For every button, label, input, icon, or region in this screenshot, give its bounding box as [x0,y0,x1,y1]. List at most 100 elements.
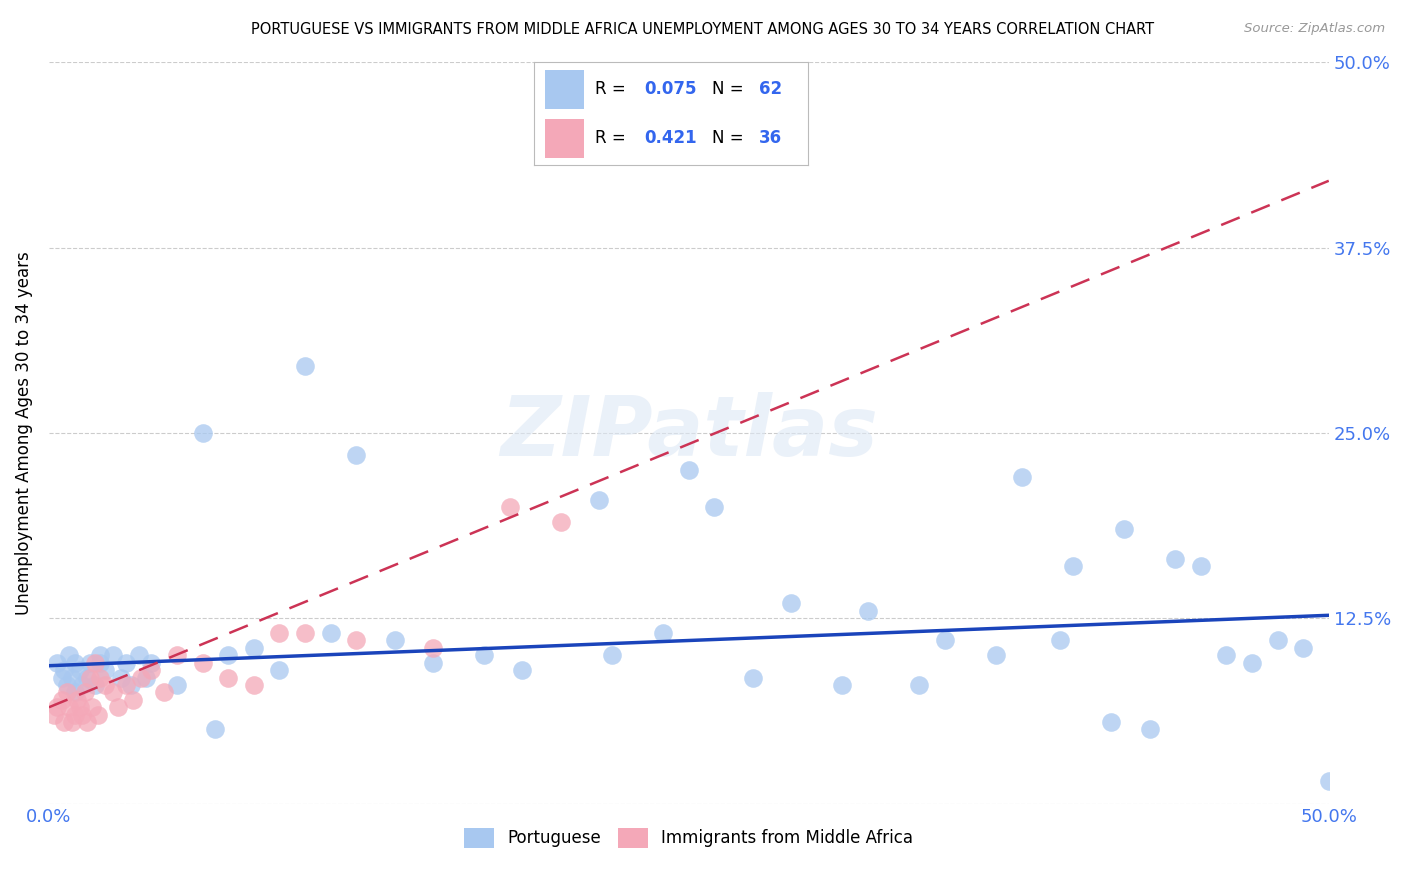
Point [101,685,124,699]
Point [114,656,136,670]
Point [42,707,65,722]
Point [652,626,675,640]
Text: 0.075: 0.075 [644,80,696,98]
Point [1292,640,1315,655]
Point [550,515,572,529]
Point [934,633,956,648]
Point [384,633,406,648]
Point [1099,714,1122,729]
Point [344,633,367,648]
Point [319,626,342,640]
Point [472,648,495,663]
Point [1267,633,1289,648]
Point [1049,633,1071,648]
Point [76,671,98,685]
Point [856,604,879,618]
Point [1317,774,1340,789]
Point [294,626,316,640]
Point [831,678,853,692]
Point [45,656,67,670]
Point [1011,470,1033,484]
Point [166,648,188,663]
Point [45,700,67,714]
Point [741,671,763,685]
Point [780,596,803,610]
Point [107,700,129,714]
Point [79,656,101,670]
Point [79,671,101,685]
Point [550,114,572,128]
Point [120,678,142,692]
Point [63,707,86,722]
Point [344,448,367,462]
Point [70,707,93,722]
Point [63,656,86,670]
Point [191,656,214,670]
Bar [546,119,583,158]
Point [114,678,136,692]
Y-axis label: Unemployment Among Ages 30 to 34 years: Unemployment Among Ages 30 to 34 years [15,251,32,615]
Point [294,359,316,373]
Point [422,656,444,670]
Point [128,648,150,663]
Text: 0.421: 0.421 [644,129,696,147]
Point [499,500,522,514]
Text: 36: 36 [759,129,782,147]
Point [191,425,214,440]
Point [58,700,80,714]
Point [242,678,264,692]
Point [204,723,226,737]
Point [51,693,73,707]
Point [63,685,86,699]
Point [129,671,152,685]
Point [1240,656,1263,670]
Point [703,500,725,514]
Point [110,671,132,685]
Point [512,663,534,677]
Point [269,626,291,640]
Point [1164,552,1187,566]
Point [217,648,239,663]
Text: Source: ZipAtlas.com: Source: ZipAtlas.com [1244,22,1385,36]
Point [73,685,96,699]
Point [86,707,108,722]
Point [166,678,188,692]
Point [94,663,117,677]
Point [600,648,623,663]
Point [84,656,107,670]
Point [242,640,264,655]
Text: PORTUGUESE VS IMMIGRANTS FROM MIDDLE AFRICA UNEMPLOYMENT AMONG AGES 30 TO 34 YEA: PORTUGUESE VS IMMIGRANTS FROM MIDDLE AFR… [252,22,1154,37]
Point [269,663,291,677]
Point [217,671,239,685]
Point [56,685,79,699]
Point [141,656,163,670]
Point [51,671,73,685]
Point [153,685,176,699]
Point [678,463,700,477]
Bar [546,70,583,109]
Point [1189,559,1212,574]
Point [58,648,80,663]
Point [89,656,111,670]
Text: R =: R = [595,129,631,147]
Point [1139,723,1161,737]
Point [66,693,89,707]
Text: N =: N = [713,80,749,98]
Point [984,648,1007,663]
Text: 62: 62 [759,80,782,98]
Point [70,678,93,692]
Point [422,640,444,655]
Point [141,663,163,677]
Point [53,663,76,677]
Legend: Portuguese, Immigrants from Middle Africa: Portuguese, Immigrants from Middle Afric… [458,821,920,855]
Point [84,678,107,692]
Point [53,714,76,729]
Point [1112,522,1135,536]
Point [1062,559,1084,574]
Point [82,700,104,714]
Text: N =: N = [713,129,749,147]
Point [101,648,124,663]
Point [69,663,91,677]
Point [60,714,83,729]
Point [908,678,931,692]
